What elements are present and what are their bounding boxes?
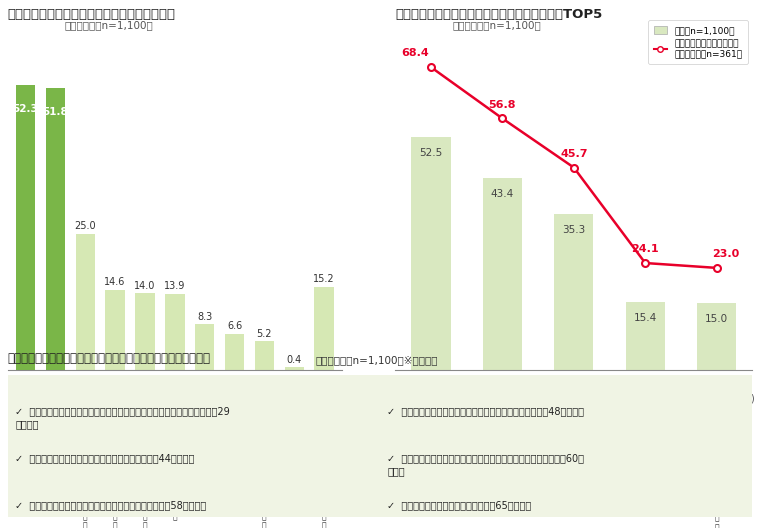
Text: 通
販
で
の
お
取
り
寄
せ: 通 販 で の お 取 り 寄 せ xyxy=(643,388,648,474)
Text: 専
門
店
の
ス
イ
ー
ツ: 専 門 店 の ス イ ー ツ xyxy=(500,388,505,464)
Bar xyxy=(284,367,304,370)
Text: コ
ン
ビ
ニ
ス
イ
ー
ツ: コ ン ビ ニ ス イ ー ツ xyxy=(429,388,433,464)
Bar xyxy=(697,303,736,370)
Text: 健
康
の
た
め
頻
度
を
減
ら
し
た
・
し
た
い: 健 康 の た め 頻 度 を 減 ら し た ・ し た い xyxy=(112,386,117,528)
Text: 51.8: 51.8 xyxy=(43,107,68,117)
Text: 幸
せ
な
気
持
ち
に
な
る: 幸 せ な 気 持 ち に な る xyxy=(24,386,28,473)
Text: ✓  イチゴを使ったスイーツ。コンビニシュークリーム。（48歳女性）: ✓ イチゴを使ったスイーツ。コンビニシュークリーム。（48歳女性） xyxy=(388,406,584,416)
Text: そ
の
他: そ の 他 xyxy=(292,386,296,414)
Text: 体
重
が
気
に
な
っ
て
つ
い
食
べ
て
し
ま
う: 体 重 が 気 に な っ て つ い 食 べ て し ま う xyxy=(83,386,87,528)
Text: 45.7: 45.7 xyxy=(560,149,587,159)
Bar xyxy=(195,324,214,370)
Bar xyxy=(554,213,594,370)
Bar xyxy=(165,294,185,370)
Text: 14.0: 14.0 xyxy=(135,281,156,291)
Text: 15.4: 15.4 xyxy=(634,313,657,323)
Text: 15.2: 15.2 xyxy=(313,274,335,284)
Text: ＜図３＞この春に食べたい／買いたいスイーツTOP5: ＜図３＞この春に食べたい／買いたいスイーツTOP5 xyxy=(395,8,603,21)
Text: 体
重
が
気
に
な
る
低
カ
ロ
リ
ー
の
も
の
に
す
る: 体 重 が 気 に な る 低 カ ロ リ ー の も の に す る xyxy=(262,386,267,528)
Bar xyxy=(106,290,125,370)
Text: (%): (%) xyxy=(326,391,343,401)
Text: 24.1: 24.1 xyxy=(632,244,659,254)
Text: （自由回答：n=1,100）※一部抜粋: （自由回答：n=1,100）※一部抜粋 xyxy=(315,355,438,365)
Text: (%): (%) xyxy=(738,394,755,404)
Text: ス
イ
ー
ツ
好
き
な
の
で
量
・
頻
度
を
増
や
し
た
い: ス イ ー ツ 好 き な の で 量 ・ 頻 度 を 増 や し た い xyxy=(143,386,147,528)
Text: 25.0: 25.0 xyxy=(74,221,96,231)
Text: 体
重
が
気
に
な
る
の
で
抑
え
て
い
る: 体 重 が 気 に な る の で 抑 え て い る xyxy=(173,386,177,521)
Text: 春
に
な
る
と
食
べ
た
く
な
る: 春 に な る と 食 べ た く な る xyxy=(202,386,207,492)
Text: 13.9: 13.9 xyxy=(164,281,185,291)
Text: 気
分
転
換
に
な
る: 気 分 転 換 に な る xyxy=(53,386,58,453)
Bar xyxy=(625,301,665,370)
Bar xyxy=(75,233,95,370)
Text: ✓  台湾カステラが流行っているので食べてみたい（44歳女性）: ✓ 台湾カステラが流行っているので食べてみたい（44歳女性） xyxy=(15,453,195,463)
Text: 罪
悪
感
が
あ
る: 罪 悪 感 が あ る xyxy=(233,386,237,444)
Text: 68.4: 68.4 xyxy=(401,48,429,58)
Text: ＜図４＞「この春、スイーツといえば」で思い浮かべるスイーツ: ＜図４＞「この春、スイーツといえば」で思い浮かべるスイーツ xyxy=(8,352,211,365)
Text: 43.4: 43.4 xyxy=(491,188,514,199)
Text: デ
パ
ー
ト
の
催
事
・
イ
ベ
ン
ト
の
ス
イ
ー
ツ: デ パ ー ト の 催 事 ・ イ ベ ン ト の ス イ ー ツ xyxy=(714,388,719,528)
Text: 6.6: 6.6 xyxy=(227,321,242,331)
Text: （複数回答：n=1,100）: （複数回答：n=1,100） xyxy=(452,20,541,30)
Text: （複数回答：n=1,100）: （複数回答：n=1,100） xyxy=(65,20,154,30)
Text: ✓  フルーツを使ったタルトが春になると食べたくなる（58歳男性）: ✓ フルーツを使ったタルトが春になると食べたくなる（58歳男性） xyxy=(15,501,206,511)
Text: ✓  桜餅や花見団子、いちごケーキや新茶を連想する宇治金時。（60歳
男性）: ✓ 桜餅や花見団子、いちごケーキや新茶を連想する宇治金時。（60歳 男性） xyxy=(388,453,584,476)
Bar xyxy=(315,287,334,370)
Text: ス
ー
パ
ー
の
ス
イ
ー
ツ: ス ー パ ー の ス イ ー ツ xyxy=(572,388,576,474)
Text: 52.3: 52.3 xyxy=(13,104,39,114)
Bar xyxy=(16,85,35,370)
Bar xyxy=(135,294,154,370)
Text: 8.3: 8.3 xyxy=(197,312,212,322)
Text: 23.0: 23.0 xyxy=(711,249,739,259)
Text: 0.4: 0.4 xyxy=(287,355,302,365)
Bar xyxy=(483,178,522,370)
Text: あ
ま
り
ス
イ
ー
ツ
を
食
べ
る
こ
と
は
な
い: あ ま り ス イ ー ツ を 食 べ る こ と は な い xyxy=(321,386,326,528)
Text: 52.5: 52.5 xyxy=(420,148,442,158)
Text: 35.3: 35.3 xyxy=(562,224,585,234)
Text: 15.0: 15.0 xyxy=(705,314,728,324)
Text: ✓  春はやっぱりいちごのスイーツ！（65歳女性）: ✓ 春はやっぱりいちごのスイーツ！（65歳女性） xyxy=(388,501,532,511)
Text: 14.6: 14.6 xyxy=(104,277,125,287)
Bar xyxy=(225,334,244,370)
Bar xyxy=(255,341,274,370)
Bar xyxy=(46,88,65,370)
Text: ＜図２＞スイーツを食べることに対する気持ち: ＜図２＞スイーツを食べることに対する気持ち xyxy=(8,8,176,21)
Text: ✓  桜色のスイーツ、桜風味の味付けがされたクリームたっぷりのケーキ（29
歳女性）: ✓ 桜色のスイーツ、桜風味の味付けがされたクリームたっぷりのケーキ（29 歳女性… xyxy=(15,406,230,429)
Text: 56.8: 56.8 xyxy=(489,100,516,110)
Bar xyxy=(411,137,451,370)
Legend: 全体（n=1,100）, 家でスイーツを食べる機会
が増えた人（n=361）: 全体（n=1,100）, 家でスイーツを食べる機会 が増えた人（n=361） xyxy=(648,21,748,64)
Text: 5.2: 5.2 xyxy=(257,328,272,338)
